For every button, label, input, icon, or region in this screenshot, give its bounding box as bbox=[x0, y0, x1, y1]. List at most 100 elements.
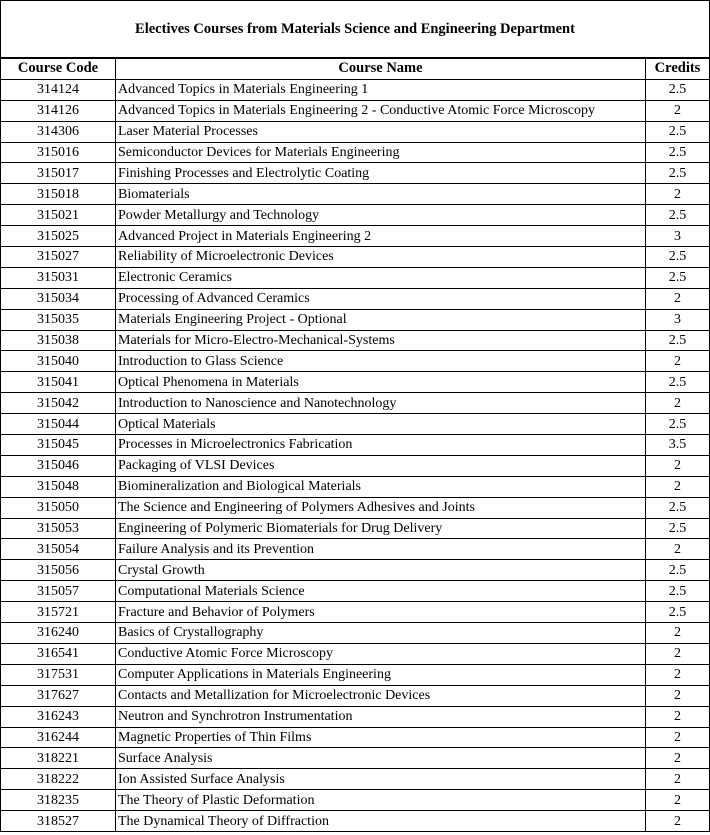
course-code-cell: 315025 bbox=[0, 225, 116, 248]
table-row: 315040 Introduction to Glass Science 2 bbox=[0, 350, 710, 373]
table-row: 315050 The Science and Engineering of Pol… bbox=[0, 496, 710, 519]
table-row: 314126 Advanced Topics in Materials Engin… bbox=[0, 99, 710, 122]
credits-cell: 2 bbox=[644, 454, 710, 477]
course-code-cell: 315042 bbox=[0, 392, 116, 415]
course-code-cell: 314306 bbox=[0, 120, 116, 143]
credits-cell: 2 bbox=[644, 684, 710, 707]
table-row: 315056 Crystal Growth 2.5 bbox=[0, 559, 710, 582]
credits-cell: 2.5 bbox=[644, 141, 710, 164]
course-code-cell: 316244 bbox=[0, 726, 116, 749]
table-row: 315017 Finishing Processes and Electrolyt… bbox=[0, 162, 710, 185]
course-code-cell: 315057 bbox=[0, 580, 116, 603]
course-code-cell: 317627 bbox=[0, 684, 116, 707]
credits-cell: 2.5 bbox=[644, 329, 710, 352]
course-code-cell: 316240 bbox=[0, 622, 116, 644]
course-code-cell: 315041 bbox=[0, 371, 116, 394]
table-row: 318527 The Dynamical Theory of Diffractio… bbox=[0, 810, 710, 832]
course-code-cell: 315056 bbox=[0, 559, 116, 582]
table-row: 315057 Computational Materials Science 2.5 bbox=[0, 580, 710, 603]
course-name-cell: Conductive Atomic Force Microscopy bbox=[115, 642, 646, 665]
course-name-cell: Processes in Microelectronics Fabricatio… bbox=[115, 434, 646, 456]
course-code-cell: 315048 bbox=[0, 475, 116, 498]
course-name-cell: Surface Analysis bbox=[115, 747, 646, 770]
table-row: 315721 Fracture and Behavior of Polymers 2… bbox=[0, 601, 710, 624]
course-name-cell: Semiconductor Devices for Materials Engi… bbox=[115, 141, 646, 164]
table-row: 315018 Biomaterials 2 bbox=[0, 183, 710, 206]
course-name-cell: Failure Analysis and its Prevention bbox=[115, 538, 646, 561]
table-row: 317627 Contacts and Metallization for Mic… bbox=[0, 684, 710, 707]
credits-cell: 2 bbox=[644, 392, 710, 415]
credits-cell: 2.5 bbox=[644, 266, 710, 289]
credits-cell: 2 bbox=[644, 99, 710, 122]
table-row: 315041 Optical Phenomena in Materials 2.5 bbox=[0, 371, 710, 394]
course-name-cell: Advanced Topics in Materials Engineering… bbox=[115, 99, 646, 122]
course-name-cell: Neutron and Synchrotron Instrumentation bbox=[115, 705, 646, 728]
table-row: 318222 Ion Assisted Surface Analysis 2 bbox=[0, 768, 710, 791]
header-row: Course Code Course Name Credits bbox=[0, 56, 710, 80]
table-row: 316244 Magnetic Properties of Thin Films 2 bbox=[0, 726, 710, 749]
course-code-cell: 315018 bbox=[0, 183, 116, 206]
table-row: 315048 Biomineralization and Biological M… bbox=[0, 475, 710, 498]
course-name-cell: Magnetic Properties of Thin Films bbox=[115, 726, 646, 749]
course-name-cell: Optical Phenomena in Materials bbox=[115, 371, 646, 394]
credits-cell: 2.5 bbox=[644, 78, 710, 101]
course-code-cell: 315031 bbox=[0, 266, 116, 289]
course-name-cell: Optical Materials bbox=[115, 413, 646, 436]
course-code-cell: 315044 bbox=[0, 413, 116, 436]
course-code-cell: 318222 bbox=[0, 768, 116, 791]
table-row: 314124 Advanced Topics in Materials Engin… bbox=[0, 78, 710, 101]
credits-cell: 2 bbox=[644, 768, 710, 791]
course-name-cell: Biomaterials bbox=[115, 183, 646, 206]
course-code-cell: 315054 bbox=[0, 538, 116, 561]
table-row: 316240 Basics of Crystallography 2 bbox=[0, 622, 710, 644]
header-credits: Credits bbox=[644, 56, 710, 80]
credits-cell: 2.5 bbox=[644, 246, 710, 268]
table-row: 315034 Processing of Advanced Ceramics 2 bbox=[0, 287, 710, 310]
credits-cell: 2.5 bbox=[644, 371, 710, 394]
course-name-cell: Biomineralization and Biological Materia… bbox=[115, 475, 646, 498]
table-row: 315021 Powder Metallurgy and Technology 2.… bbox=[0, 204, 710, 227]
credits-cell: 2 bbox=[644, 726, 710, 749]
table-row: 315053 Engineering of Polymeric Biomateri… bbox=[0, 517, 710, 540]
course-code-cell: 315045 bbox=[0, 434, 116, 456]
table-row: 315035 Materials Engineering Project - Op… bbox=[0, 308, 710, 331]
credits-cell: 2.5 bbox=[644, 204, 710, 227]
credits-cell: 2.5 bbox=[644, 517, 710, 540]
course-name-cell: Materials for Micro-Electro-Mechanical-S… bbox=[115, 329, 646, 352]
course-name-cell: Basics of Crystallography bbox=[115, 622, 646, 644]
course-name-cell: Computational Materials Science bbox=[115, 580, 646, 603]
course-code-cell: 315017 bbox=[0, 162, 116, 185]
course-code-cell: 316541 bbox=[0, 642, 116, 665]
course-name-cell: Packaging of VLSI Devices bbox=[115, 454, 646, 477]
course-name-cell: Electronic Ceramics bbox=[115, 266, 646, 289]
course-code-cell: 314124 bbox=[0, 78, 116, 101]
table-row: 317531 Computer Applications in Materials… bbox=[0, 663, 710, 686]
table-row: 318235 The Theory of Plastic Deformation 2 bbox=[0, 789, 710, 812]
credits-cell: 2 bbox=[644, 183, 710, 206]
credits-cell: 3 bbox=[644, 225, 710, 248]
course-code-cell: 315035 bbox=[0, 308, 116, 331]
credits-cell: 2.5 bbox=[644, 580, 710, 603]
table-row: 315031 Electronic Ceramics 2.5 bbox=[0, 266, 710, 289]
course-name-cell: Ion Assisted Surface Analysis bbox=[115, 768, 646, 791]
course-code-cell: 315046 bbox=[0, 454, 116, 477]
course-code-cell: 318527 bbox=[0, 810, 116, 832]
course-name-cell: Laser Material Processes bbox=[115, 120, 646, 143]
table-row: 315038 Materials for Micro-Electro-Mechan… bbox=[0, 329, 710, 352]
credits-cell: 2.5 bbox=[644, 496, 710, 519]
table-row: 315025 Advanced Project in Materials Engi… bbox=[0, 225, 710, 248]
credits-cell: 2.5 bbox=[644, 601, 710, 624]
course-code-cell: 315027 bbox=[0, 246, 116, 268]
table-row: 316541 Conductive Atomic Force Microscopy… bbox=[0, 642, 710, 665]
credits-cell: 3.5 bbox=[644, 434, 710, 456]
credits-cell: 2 bbox=[644, 622, 710, 644]
credits-cell: 2 bbox=[644, 287, 710, 310]
course-code-cell: 315050 bbox=[0, 496, 116, 519]
credits-cell: 2 bbox=[644, 705, 710, 728]
header-course-name: Course Name bbox=[115, 56, 646, 80]
course-name-cell: Reliability of Microelectronic Devices bbox=[115, 246, 646, 268]
course-code-cell: 316243 bbox=[0, 705, 116, 728]
course-name-cell: Contacts and Metallization for Microelec… bbox=[115, 684, 646, 707]
credits-cell: 2.5 bbox=[644, 162, 710, 185]
